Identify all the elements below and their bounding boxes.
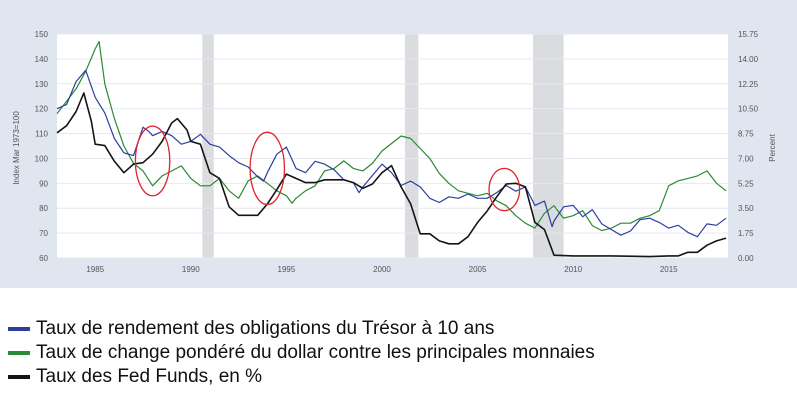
right-tick-label: 5.25	[738, 179, 754, 188]
left-axis-label: Index Mar 1973=100	[12, 111, 21, 185]
legend-swatch-blue	[8, 327, 30, 331]
legend-swatch-black	[8, 375, 30, 379]
chart-area: 60 70 80 90 100 110 120 130 140 150 0.00 1.75 3.50 5…	[0, 0, 797, 288]
left-tick-label: 100	[35, 154, 49, 163]
annotation-ellipses	[134, 125, 521, 212]
legend-item-fed-funds: Taux des Fed Funds, en %	[8, 365, 595, 389]
left-tick-label: 60	[39, 254, 48, 263]
right-tick-label: 12.25	[738, 80, 759, 89]
plot-area	[57, 34, 728, 258]
x-tick-label: 1990	[182, 265, 200, 274]
right-axis-label: Percent	[768, 133, 777, 161]
x-tick-label: 1995	[278, 265, 296, 274]
right-axis-ticks: 0.00 1.75 3.50 5.25 7.00 8.75 10.50 12.25 14.00 1…	[738, 30, 759, 263]
right-tick-label: 0.00	[738, 254, 754, 263]
left-tick-label: 150	[35, 30, 49, 39]
series-lines	[56, 40, 727, 258]
fed-funds-line	[56, 92, 727, 258]
x-tick-label: 2000	[373, 265, 391, 274]
highlight-ellipse-0	[134, 125, 171, 197]
legend-label-dollar-index: Taux de change pondéré du dollar contre …	[36, 342, 595, 363]
right-tick-label: 3.50	[738, 204, 754, 213]
legend-item-treasury-yield: Taux de rendement des obligations du Tré…	[8, 317, 595, 341]
right-tick-label: 1.75	[738, 229, 754, 238]
right-tick-label: 14.00	[738, 55, 759, 64]
highlight-ellipse-1	[249, 131, 286, 206]
recession-band-2	[533, 34, 564, 258]
x-tick-label: 2015	[660, 265, 678, 274]
right-tick-label: 10.50	[738, 105, 759, 114]
left-axis-ticks: 60 70 80 90 100 110 120 130 140 150	[35, 30, 49, 263]
right-tick-label: 7.00	[738, 154, 754, 163]
x-axis-ticks: 1985 1990 1995 2000 2005 2010 2015	[86, 265, 678, 274]
left-tick-label: 90	[39, 179, 48, 188]
left-tick-label: 130	[35, 80, 49, 89]
chart-svg: 60 70 80 90 100 110 120 130 140 150 0.00 1.75 3.50 5…	[0, 0, 797, 288]
highlight-ellipse-2	[488, 167, 521, 212]
left-tick-label: 80	[39, 204, 48, 213]
x-tick-label: 1985	[86, 265, 104, 274]
legend: Taux de rendement des obligations du Tré…	[8, 317, 595, 389]
recession-band-0	[202, 34, 214, 258]
legend-label-fed-funds: Taux des Fed Funds, en %	[36, 366, 263, 387]
x-tick-label: 2010	[564, 265, 582, 274]
right-tick-label: 15.75	[738, 30, 759, 39]
gridlines	[57, 33, 728, 259]
left-tick-label: 110	[35, 130, 48, 139]
treasury-yield-line	[56, 69, 727, 238]
legend-label-treasury-yield: Taux de rendement des obligations du Tré…	[36, 318, 495, 339]
left-tick-label: 120	[35, 105, 49, 114]
left-tick-label: 140	[35, 55, 49, 64]
right-tick-label: 8.75	[738, 130, 754, 139]
legend-swatch-green	[8, 351, 30, 355]
recession-bands	[202, 34, 564, 258]
recession-band-1	[404, 34, 419, 258]
left-tick-label: 70	[39, 229, 48, 238]
legend-item-dollar-index: Taux de change pondéré du dollar contre …	[8, 341, 595, 365]
dollar-index-line	[56, 40, 727, 232]
x-tick-label: 2005	[469, 265, 487, 274]
